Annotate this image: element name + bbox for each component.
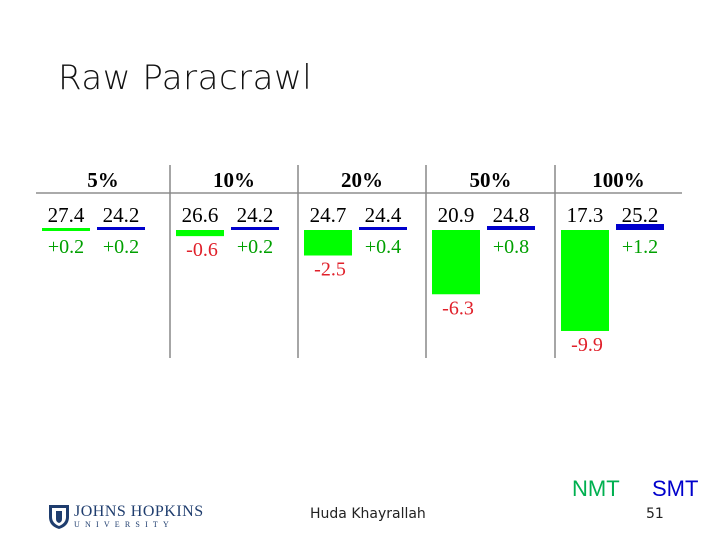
smt-delta-bar xyxy=(97,227,145,230)
legend-nmt: NMT xyxy=(572,476,620,501)
smt-value: 24.4 xyxy=(365,203,402,227)
logo-name: JOHNS HOPKINS xyxy=(74,503,204,520)
smt-delta-label: +0.2 xyxy=(237,236,273,258)
smt-delta-label: +0.2 xyxy=(103,236,139,258)
smt-delta-label: +0.4 xyxy=(365,236,401,258)
column-header: 20% xyxy=(341,168,383,192)
column-header: 50% xyxy=(470,168,512,192)
nmt-delta-bar xyxy=(176,230,224,237)
presenter-name: Huda Khayrallah xyxy=(310,506,426,522)
smt-value: 24.2 xyxy=(103,203,140,227)
smt-delta-label: +1.2 xyxy=(622,236,658,258)
smt-value: 24.2 xyxy=(237,203,274,227)
nmt-value: 17.3 xyxy=(567,203,604,227)
nmt-delta-label: -6.3 xyxy=(442,297,474,319)
column-header: 100% xyxy=(592,168,645,192)
nmt-delta-bar xyxy=(432,230,480,295)
smt-delta-bar xyxy=(487,226,535,230)
smt-delta-bar xyxy=(231,227,279,230)
nmt-value: 26.6 xyxy=(182,203,219,227)
nmt-delta-bar xyxy=(42,228,90,231)
slide-title: Raw Paracrawl xyxy=(58,58,313,98)
nmt-value: 24.7 xyxy=(310,203,347,227)
nmt-delta-label: +0.2 xyxy=(48,236,84,258)
legend-smt: SMT xyxy=(652,476,699,501)
university-logo: JOHNS HOPKINS UNIVERSITY xyxy=(74,503,204,529)
nmt-delta-label: -2.5 xyxy=(314,259,346,281)
nmt-value: 20.9 xyxy=(438,203,475,227)
nmt-delta-bar xyxy=(304,230,352,256)
smt-delta-bar xyxy=(616,224,664,230)
page-number: 51 xyxy=(646,506,664,522)
column-header: 5% xyxy=(87,168,119,192)
smt-delta-label: +0.8 xyxy=(493,236,529,258)
nmt-delta-label: -0.6 xyxy=(186,239,218,261)
smt-delta-bar xyxy=(359,227,407,230)
nmt-delta-bar xyxy=(561,230,609,331)
nmt-value: 27.4 xyxy=(48,203,85,227)
smt-value: 25.2 xyxy=(622,203,659,227)
logo-subtitle: UNIVERSITY xyxy=(74,520,174,529)
university-shield-icon xyxy=(49,505,69,529)
column-header: 10% xyxy=(213,168,255,192)
smt-value: 24.8 xyxy=(493,203,530,227)
nmt-delta-label: -9.9 xyxy=(571,334,603,356)
